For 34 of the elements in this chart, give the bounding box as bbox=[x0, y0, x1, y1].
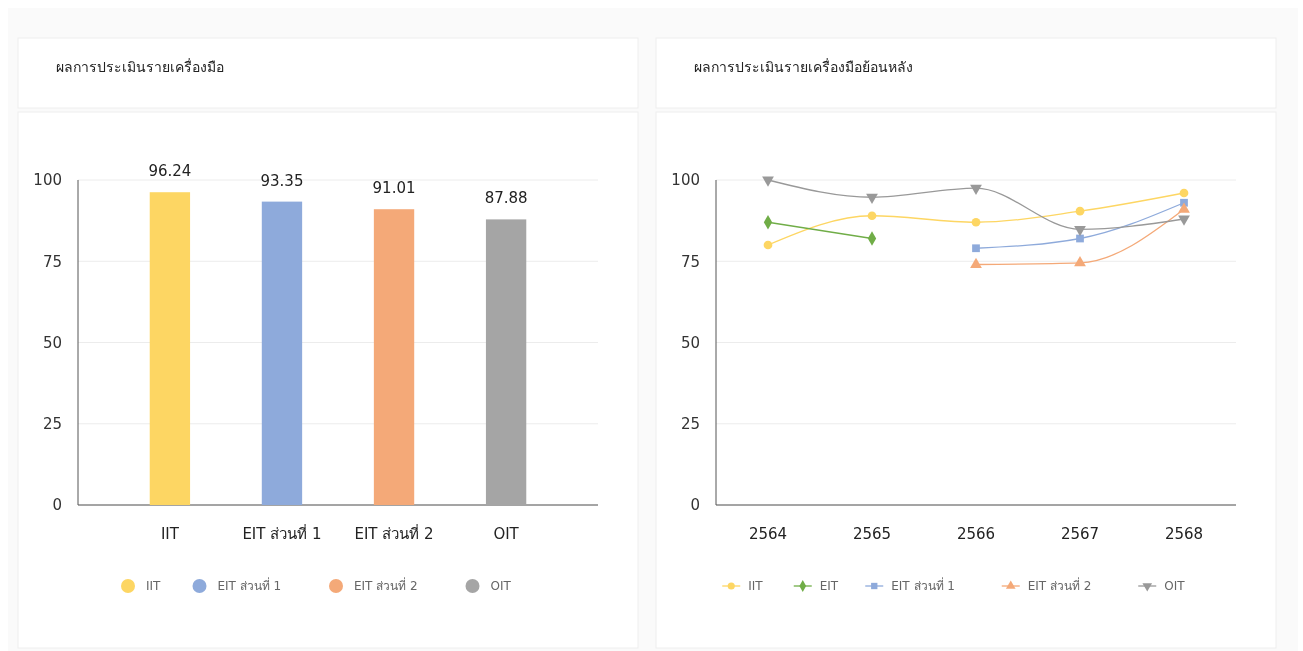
data-label: 96.24 bbox=[148, 162, 192, 181]
y-tick-label: 50 bbox=[42, 333, 62, 352]
y-tick-label: 75 bbox=[42, 252, 62, 271]
legend-label: EIT ส่วนที่ 2 bbox=[1027, 577, 1092, 594]
x-tick-label: IIT bbox=[160, 525, 180, 543]
data-label: 91.01 bbox=[372, 179, 416, 198]
x-tick-label: 2564 bbox=[748, 525, 788, 543]
y-tick-label: 25 bbox=[680, 415, 700, 433]
x-tick-label: 2565 bbox=[852, 525, 892, 543]
y-tick-label: 25 bbox=[42, 415, 62, 433]
legend-label: EIT ส่วนที่ 1 bbox=[217, 577, 282, 594]
y-tick-label: 100 bbox=[671, 171, 700, 190]
x-tick-label: 2568 bbox=[1164, 525, 1204, 543]
legend-label: IIT bbox=[146, 579, 162, 594]
x-tick-label: OIT bbox=[493, 525, 520, 543]
chart-title: ผลการประเมินรายเครื่องมือย้อนหลัง bbox=[694, 58, 913, 75]
y-tick-label: 0 bbox=[52, 496, 62, 515]
legend-label: EIT bbox=[819, 579, 839, 594]
legend-label: EIT ส่วนที่ 1 bbox=[891, 577, 955, 594]
x-tick-label: 2567 bbox=[1060, 525, 1100, 543]
y-tick-label: 50 bbox=[680, 333, 700, 352]
legend-label: OIT bbox=[1164, 579, 1186, 594]
y-tick-label: 75 bbox=[680, 252, 700, 271]
data-label: 93.35 bbox=[260, 171, 304, 190]
chart-title: ผลการประเมินรายเครื่องมือ bbox=[56, 58, 224, 75]
legend-label: EIT ส่วนที่ 2 bbox=[354, 577, 418, 594]
x-tick-label: EIT ส่วนที่ 2 bbox=[354, 523, 434, 543]
data-label: 87.88 bbox=[484, 189, 528, 208]
y-tick-label: 100 bbox=[33, 171, 62, 190]
y-tick-label: 0 bbox=[690, 496, 700, 515]
x-tick-label: EIT ส่วนที่ 1 bbox=[242, 523, 322, 543]
legend-label: IIT bbox=[748, 579, 764, 594]
legend-label: OIT bbox=[490, 579, 512, 594]
x-tick-label: 2566 bbox=[956, 525, 996, 543]
